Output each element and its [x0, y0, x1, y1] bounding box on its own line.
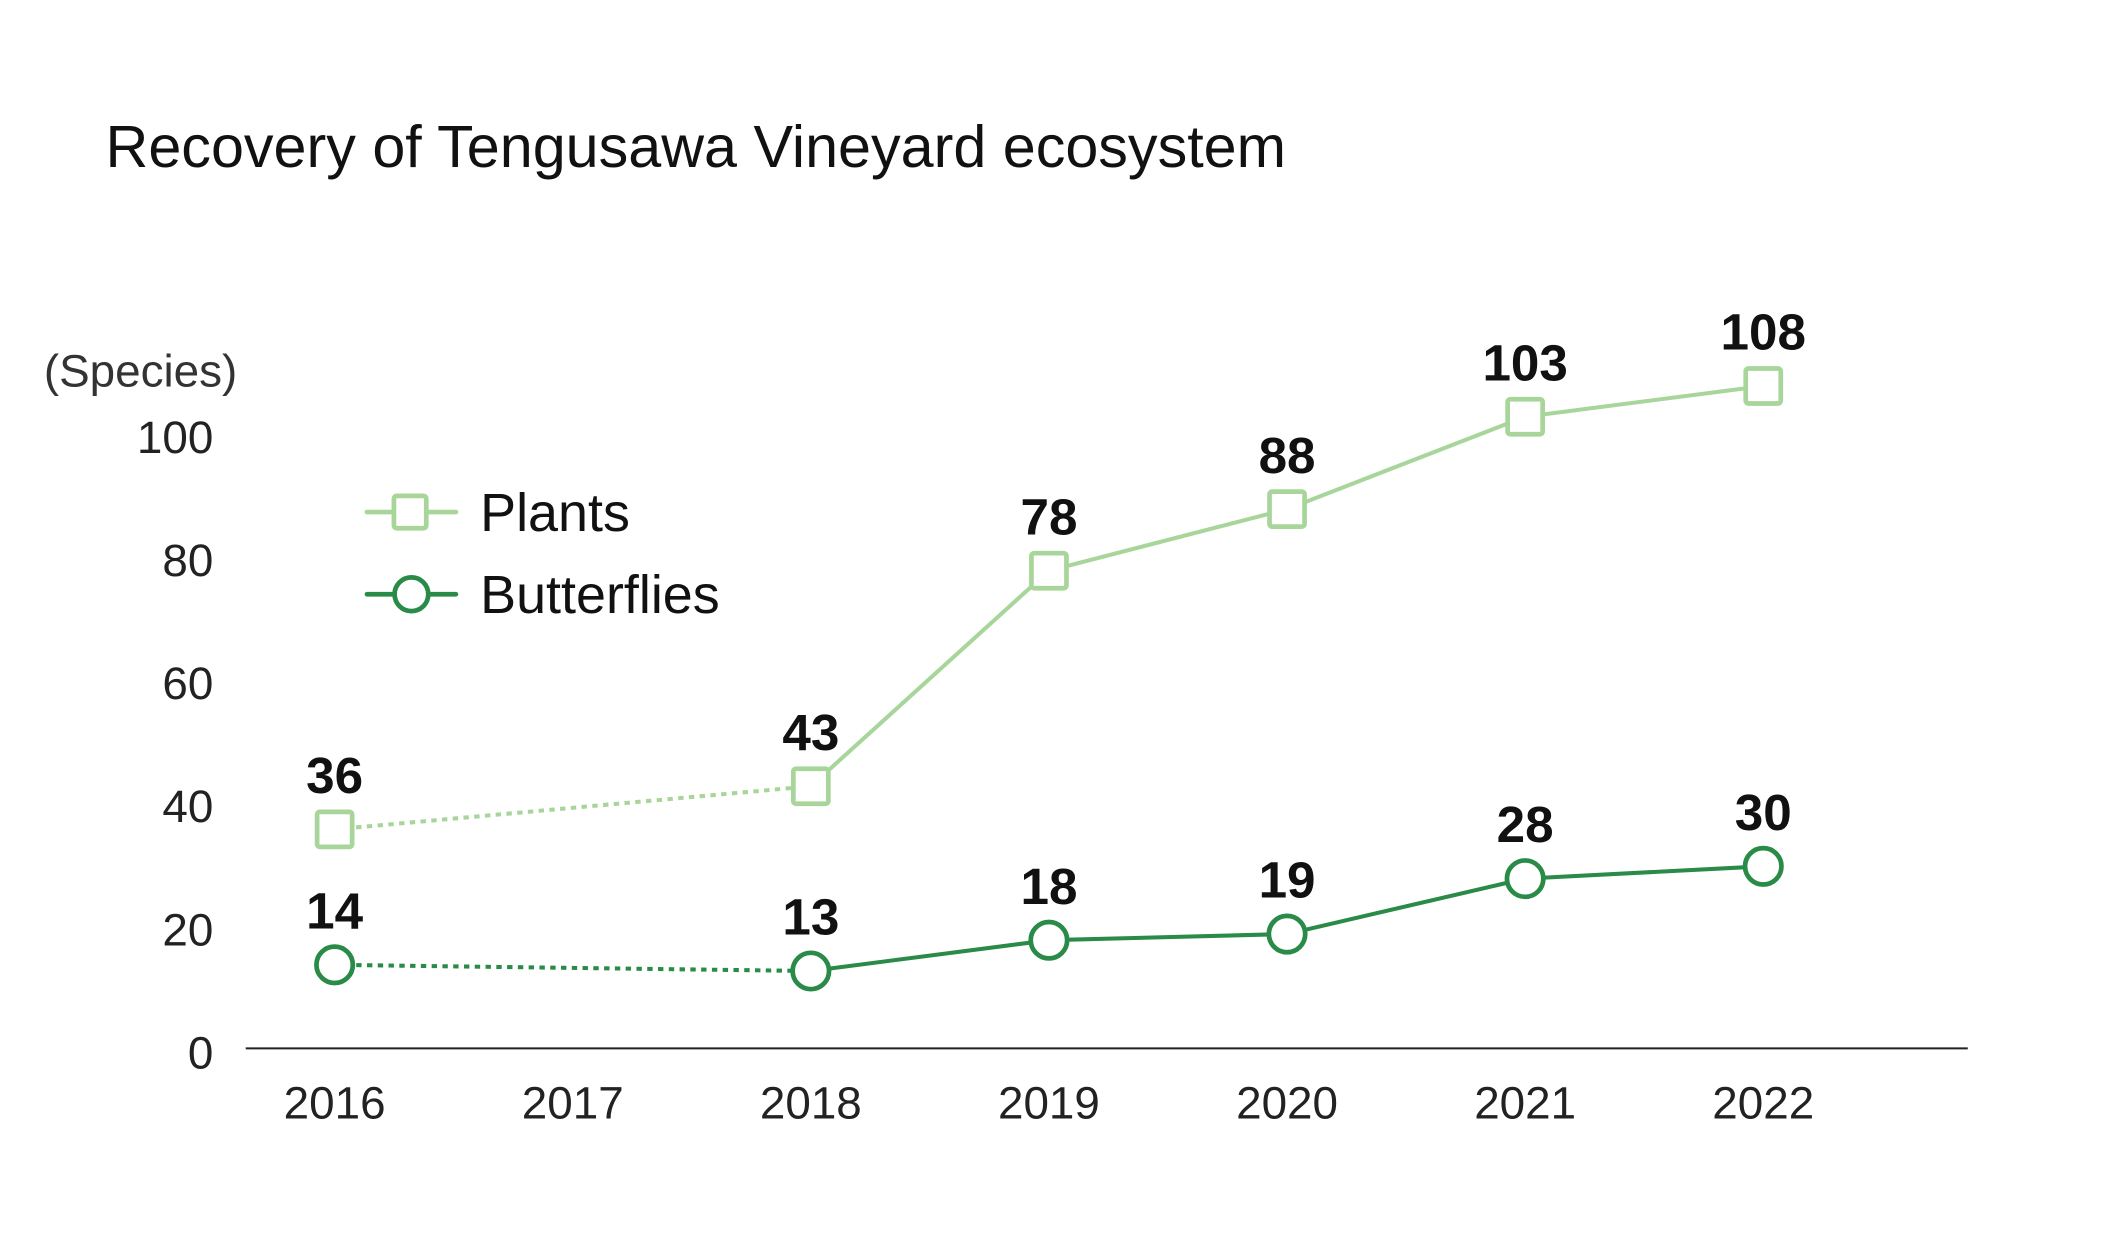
- data-point-square: [1267, 489, 1307, 530]
- data-point-square: [1505, 396, 1546, 437]
- series-plants-segment: [1048, 507, 1288, 573]
- x-tick-label: 2017: [522, 1077, 624, 1128]
- x-tick-label: 2019: [998, 1077, 1100, 1128]
- chart-title: Recovery of Tengusawa Vineyard ecosystem: [106, 113, 1286, 180]
- data-label: 13: [782, 889, 839, 946]
- data-point-circle: [790, 950, 832, 992]
- data-label: 43: [782, 704, 839, 761]
- x-tick-label: 2020: [1236, 1077, 1338, 1128]
- data-point-circle: [1504, 858, 1546, 900]
- series-butterflies-segment: [810, 938, 1050, 973]
- data-point-square: [790, 766, 831, 807]
- data-label: 88: [1259, 427, 1316, 484]
- series-butterflies-segment: [1525, 864, 1764, 881]
- data-label: 14: [306, 882, 363, 939]
- x-tick-label: 2018: [760, 1077, 862, 1128]
- y-axis-label: (Species): [44, 346, 237, 397]
- data-label: 78: [1020, 488, 1077, 545]
- series-plants-segment: [809, 569, 1051, 788]
- y-tick-label: 80: [162, 535, 213, 586]
- y-tick-label: 100: [137, 412, 213, 463]
- data-label: 36: [306, 747, 363, 804]
- data-point-circle: [1028, 919, 1070, 961]
- y-tick-label: 20: [162, 904, 213, 955]
- data-point-square: [1029, 550, 1069, 591]
- y-tick-label: 0: [188, 1028, 213, 1079]
- series-butterflies-segment: [334, 962, 811, 974]
- legend-label: Butterflies: [480, 565, 720, 625]
- legend-circle-marker: [392, 575, 431, 614]
- data-label: 108: [1721, 304, 1806, 361]
- legend-label: Plants: [480, 483, 630, 543]
- series-plants-segment: [334, 784, 812, 832]
- data-label: 19: [1259, 852, 1316, 909]
- series-butterflies-segment: [1286, 876, 1526, 937]
- data-point-square: [1743, 366, 1784, 406]
- legend-square-marker: [391, 493, 429, 531]
- data-label: 28: [1497, 796, 1554, 853]
- x-tick-label: 2016: [284, 1077, 386, 1128]
- x-tick-label: 2022: [1712, 1077, 1814, 1128]
- data-point-circle: [314, 944, 356, 986]
- series-plants-segment: [1286, 414, 1526, 512]
- data-label: 30: [1735, 784, 1792, 841]
- data-label: 103: [1482, 334, 1567, 391]
- x-tick-label: 2021: [1474, 1077, 1576, 1128]
- series-plants-segment: [1524, 383, 1764, 419]
- y-tick-label: 40: [162, 781, 213, 832]
- data-label: 18: [1020, 858, 1077, 915]
- data-point-circle: [1266, 913, 1308, 955]
- series-butterflies-segment: [1048, 932, 1288, 943]
- data-point-square: [314, 809, 355, 850]
- data-point-circle: [1742, 845, 1784, 887]
- y-tick-label: 60: [162, 658, 213, 709]
